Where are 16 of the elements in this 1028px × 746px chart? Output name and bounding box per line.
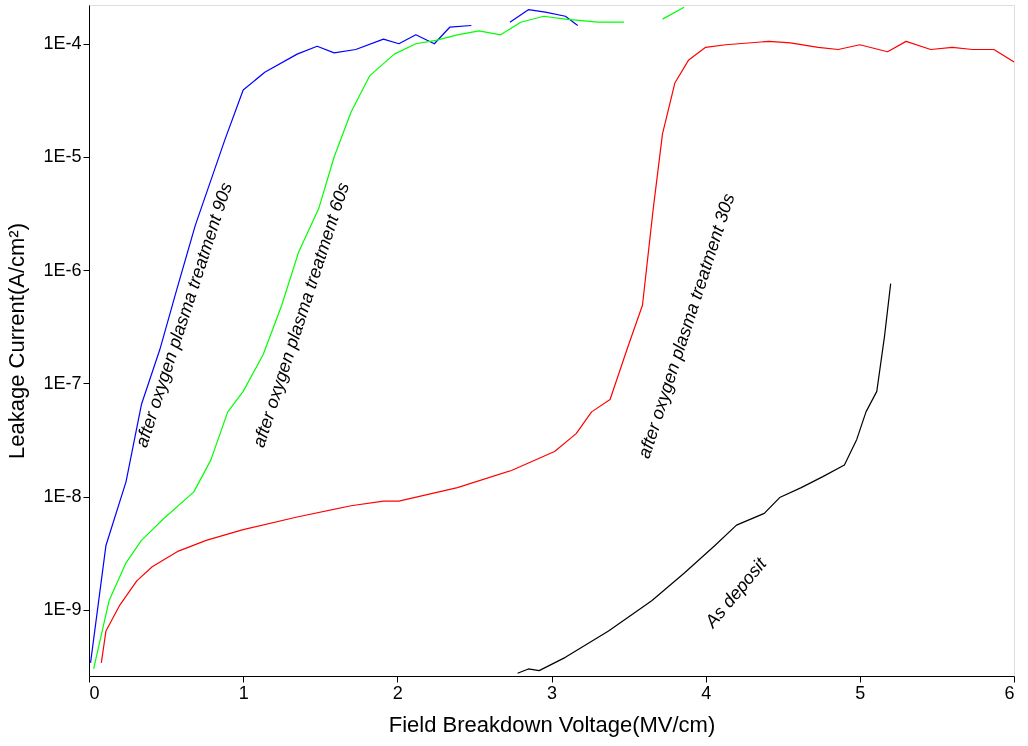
y-tick-label: 1E-6 [43,259,82,280]
x-tick-label: 4 [701,682,712,703]
y-tick-label: 1E-5 [43,146,82,167]
x-tick-label: 1 [238,682,249,703]
y-tick-label: 1E-9 [43,599,82,620]
x-tick-label: 3 [546,682,558,703]
y-tick-label: 1E-4 [43,33,82,54]
x-tick-label: 6 [1004,682,1015,703]
y-tick-label: 1E-8 [43,486,82,507]
line-series [100,40,1014,664]
y-axis-title: Leakage Current(A/cm²) [4,223,30,459]
x-axis-title: Field Breakdown Voltage(MV/cm) [388,711,716,737]
x-tick-label: 2 [392,682,403,703]
x-tick-label: 0 [89,682,100,703]
y-tick-label: 1E-7 [43,372,82,393]
x-tick-label: 5 [855,682,866,703]
